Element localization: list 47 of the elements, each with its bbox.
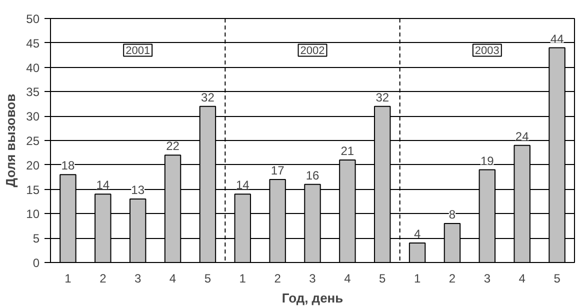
data-label: 14 <box>236 178 250 192</box>
y-axis-title: Доля вызовов <box>3 94 18 188</box>
y-tick-label: 30 <box>26 110 40 124</box>
bar <box>408 242 426 262</box>
y-tick-label: 25 <box>26 134 40 148</box>
x-tick-label: 1 <box>239 272 246 286</box>
x-tick-label: 2 <box>274 272 282 286</box>
x-tick-label: 4 <box>169 272 176 286</box>
data-label: 22 <box>166 139 180 154</box>
data-label: 44 <box>550 32 564 46</box>
x-tick-label: 3 <box>309 272 316 286</box>
y-tick-label: 40 <box>26 60 40 75</box>
annotation: 2002 <box>300 45 325 58</box>
x-tick-label: 4 <box>344 272 352 286</box>
x-tick-label: 3 <box>484 272 491 286</box>
annotation: 2001 <box>126 45 150 58</box>
data-label: 17 <box>270 164 285 178</box>
x-tick-label: 2 <box>100 272 107 286</box>
data-label: 24 <box>515 129 530 144</box>
x-tick-label: 4 <box>518 272 526 286</box>
y-tick-label: 0 <box>32 256 40 270</box>
annotation: 2003 <box>474 45 500 58</box>
y-tick-label: 10 <box>26 207 40 222</box>
y-tick-label: 5 <box>32 232 40 246</box>
data-label: 16 <box>306 168 320 182</box>
data-label: 14 <box>96 178 110 192</box>
data-label: 19 <box>480 154 494 168</box>
y-tick-label: 35 <box>26 85 40 100</box>
data-label: 32 <box>376 90 390 104</box>
data-label: 21 <box>340 144 354 158</box>
y-tick-label: 15 <box>26 182 40 197</box>
x-tick-label: 5 <box>379 272 386 286</box>
data-label: 18 <box>61 158 75 173</box>
x-tick-label: 2 <box>448 272 456 286</box>
x-tick-label: 3 <box>134 272 142 286</box>
y-tick-label: 20 <box>26 158 40 172</box>
data-label: 13 <box>131 183 145 198</box>
x-tick-label: 5 <box>554 272 561 286</box>
data-label: 32 <box>201 90 215 104</box>
data-label: 8 <box>448 207 456 222</box>
x-tick-label: 5 <box>204 272 212 286</box>
y-tick-label: 45 <box>26 36 40 50</box>
x-axis-title: Год, день <box>282 290 344 306</box>
x-tick-label: 1 <box>414 272 421 286</box>
data-label: 4 <box>414 226 421 241</box>
x-tick-label: 1 <box>64 272 72 286</box>
y-tick-label: 50 <box>26 12 40 26</box>
